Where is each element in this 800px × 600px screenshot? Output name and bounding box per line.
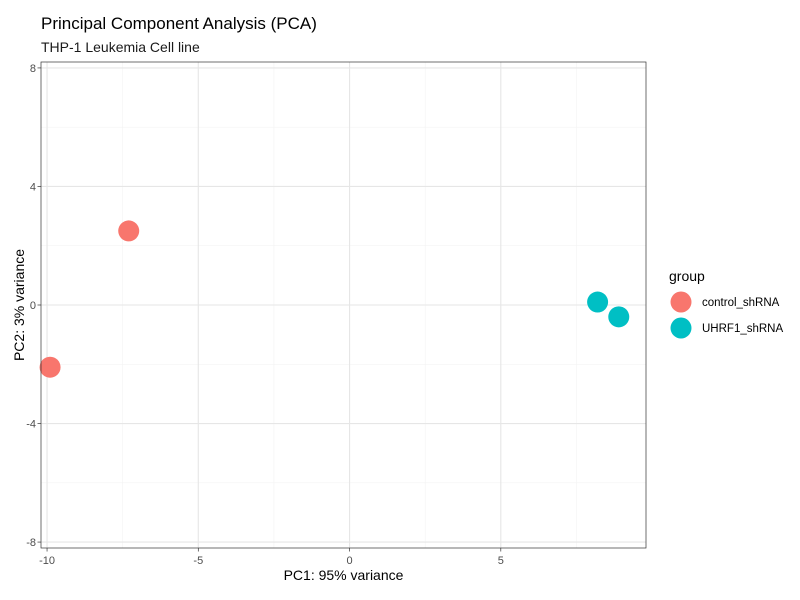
legend-title: group: [669, 268, 705, 284]
y-axis: -8 -4 0 4 8: [26, 63, 41, 549]
x-axis: -10 -5 0 5: [39, 548, 504, 567]
data-point: [587, 291, 609, 313]
y-tick-label: 0: [30, 300, 36, 312]
plot-panel: [39, 61, 647, 549]
legend-items: control_shRNA UHRF1_shRNA: [669, 290, 783, 340]
grid-layer: [41, 62, 646, 548]
legend: group control_shRNA UHRF1_shRNA: [669, 268, 783, 340]
y-tick-label: -4: [26, 419, 36, 431]
x-axis-title: PC1: 95% variance: [284, 567, 404, 583]
y-axis-title: PC2: 3% variance: [11, 249, 27, 361]
chart-subtitle: THP-1 Leukemia Cell line: [41, 39, 200, 55]
legend-item-label: control_shRNA: [702, 297, 780, 309]
points-layer: [39, 220, 630, 378]
data-point: [118, 220, 140, 242]
y-tick-label: 4: [30, 181, 36, 193]
y-tick-label: 8: [30, 63, 36, 75]
x-tick-label: -10: [39, 555, 55, 567]
x-tick-label: 0: [346, 555, 352, 567]
data-point: [39, 356, 61, 378]
chart-title: Principal Component Analysis (PCA): [41, 14, 317, 33]
data-point: [608, 306, 630, 328]
x-tick-label: -5: [193, 555, 203, 567]
y-tick-label: -8: [26, 537, 36, 549]
legend-key-swatch: [670, 291, 692, 313]
legend-item-label: UHRF1_shRNA: [702, 323, 783, 335]
legend-key-swatch: [670, 317, 692, 339]
x-tick-label: 5: [498, 555, 504, 567]
